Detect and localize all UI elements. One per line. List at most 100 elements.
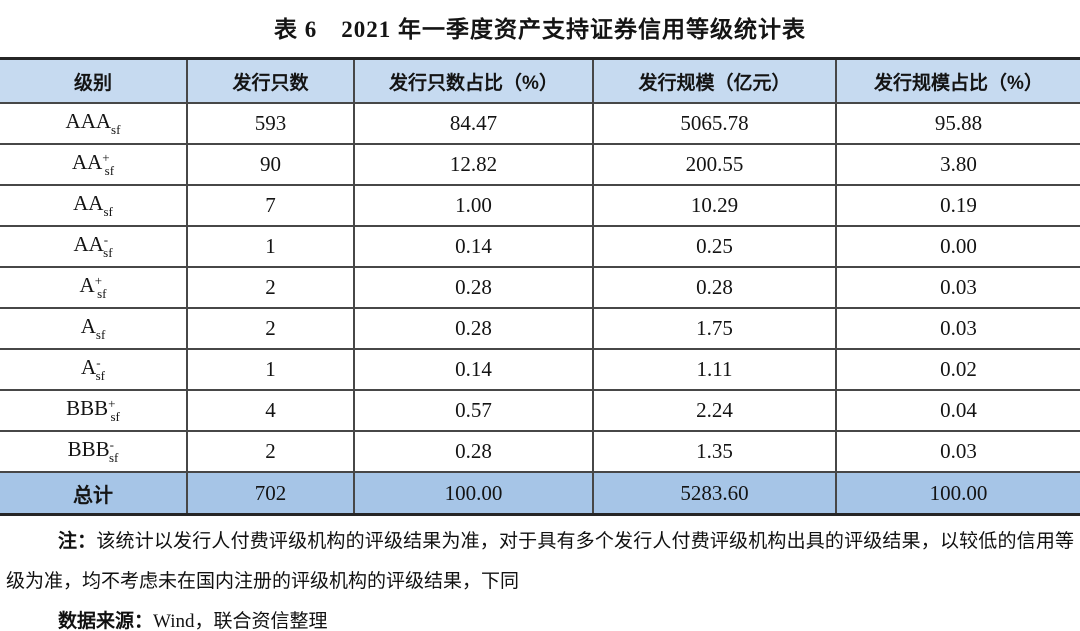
- scale-cell: 2.24: [592, 389, 837, 432]
- scale-pct-cell: 0.19: [835, 184, 1080, 227]
- table-row: BBB-sf 2 0.28 1.35 0.03: [0, 430, 1080, 473]
- scale-cell: 10.29: [592, 184, 837, 227]
- table-row: Asf 2 0.28 1.75 0.03: [0, 307, 1080, 350]
- rating-base: BBB: [66, 396, 109, 420]
- count-pct-cell: 1.00: [353, 184, 594, 227]
- header-row: 级别 发行只数 发行只数占比（%） 发行规模（亿元） 发行规模占比（%）: [0, 57, 1080, 104]
- source-label: 数据来源：: [58, 611, 154, 631]
- note-paragraph: 注：该统计以发行人付费评级机构的评级结果为准，对于具有多个发行人付费评级机构出具…: [6, 522, 1074, 602]
- rating-subscript: sf: [108, 450, 119, 465]
- total-count-pct-cell: 100.00: [353, 471, 594, 516]
- count-cell: 7: [186, 184, 355, 227]
- col-header-level: 级别: [0, 57, 188, 104]
- rating-base: A: [80, 314, 96, 338]
- level-cell: Asf: [0, 307, 188, 350]
- table-row: AA-sf 1 0.14 0.25 0.00: [0, 225, 1080, 268]
- col-header-count-pct: 发行只数占比（%）: [353, 57, 594, 104]
- rating-label: AAAsf: [65, 109, 121, 137]
- table-row: BBB+sf 4 0.57 2.24 0.04: [0, 389, 1080, 432]
- count-cell: 90: [186, 143, 355, 186]
- scale-cell: 0.28: [592, 266, 837, 309]
- scale-pct-cell: 95.88: [835, 102, 1080, 145]
- rating-stats-table: 级别 发行只数 发行只数占比（%） 发行规模（亿元） 发行规模占比（%） AAA…: [0, 57, 1080, 516]
- level-cell: A+sf: [0, 266, 188, 309]
- total-scale-pct-cell: 100.00: [835, 471, 1080, 516]
- scale-pct-cell: 3.80: [835, 143, 1080, 186]
- rating-superscript: -: [109, 437, 114, 452]
- rating-subscript: sf: [97, 286, 107, 301]
- scale-pct-cell: 0.04: [835, 389, 1080, 432]
- scale-cell: 1.11: [592, 348, 837, 391]
- scale-pct-cell: 0.02: [835, 348, 1080, 391]
- level-cell: AA-sf: [0, 225, 188, 268]
- count-pct-cell: 0.28: [353, 430, 594, 473]
- table-row: AA+sf 90 12.82 200.55 3.80: [0, 143, 1080, 186]
- level-cell: AA+sf: [0, 143, 188, 186]
- table-row: A+sf 2 0.28 0.28 0.03: [0, 266, 1080, 309]
- level-cell: A-sf: [0, 348, 188, 391]
- rating-label: AA-sf: [73, 232, 112, 260]
- col-header-count: 发行只数: [186, 57, 355, 104]
- note-label: 注：: [58, 531, 97, 552]
- rating-subscript: sf: [104, 163, 115, 178]
- total-scale-cell: 5283.60: [592, 471, 837, 516]
- rating-label: Asf: [80, 314, 106, 342]
- scale-cell: 1.35: [592, 430, 837, 473]
- count-cell: 1: [186, 348, 355, 391]
- table-row: AAsf 7 1.00 10.29 0.19: [0, 184, 1080, 227]
- table-notes: 注：该统计以发行人付费评级机构的评级结果为准，对于具有多个发行人付费评级机构出具…: [6, 522, 1074, 631]
- count-pct-cell: 0.28: [353, 266, 594, 309]
- rating-label: AA+sf: [71, 150, 114, 178]
- rating-label: BBB+sf: [66, 396, 120, 424]
- table-row: A-sf 1 0.14 1.11 0.02: [0, 348, 1080, 391]
- table-body: AAAsf 593 84.47 5065.78 95.88 AA+sf 90 12.82 200…: [0, 102, 1080, 473]
- count-pct-cell: 12.82: [353, 143, 594, 186]
- col-header-scale-pct: 发行规模占比（%）: [835, 57, 1080, 104]
- source-text: Wind，联合资信整理: [153, 611, 328, 631]
- count-cell: 1: [186, 225, 355, 268]
- scale-cell: 1.75: [592, 307, 837, 350]
- level-cell: BBB+sf: [0, 389, 188, 432]
- rating-superscript: -: [96, 355, 101, 370]
- scale-cell: 5065.78: [592, 102, 837, 145]
- count-pct-cell: 0.57: [353, 389, 594, 432]
- count-pct-cell: 0.28: [353, 307, 594, 350]
- rating-base: AA: [73, 232, 104, 256]
- scale-cell: 200.55: [592, 143, 837, 186]
- source-paragraph: 数据来源：Wind，联合资信整理: [6, 602, 1074, 631]
- scale-cell: 0.25: [592, 225, 837, 268]
- rating-base: AA: [71, 150, 103, 174]
- scale-pct-cell: 0.03: [835, 266, 1080, 309]
- rating-label: BBB-sf: [67, 437, 119, 465]
- rating-base: BBB: [67, 437, 110, 461]
- rating-superscript: -: [103, 232, 109, 247]
- count-cell: 2: [186, 266, 355, 309]
- level-cell: AAsf: [0, 184, 188, 227]
- rating-base: A: [81, 355, 97, 379]
- rating-base: AA: [73, 191, 104, 215]
- note-text: 该统计以发行人付费评级机构的评级结果为准，对于具有多个发行人付费评级机构出具的评…: [6, 531, 1074, 592]
- rating-superscript: +: [102, 150, 110, 165]
- count-cell: 4: [186, 389, 355, 432]
- rating-subscript: sf: [95, 327, 106, 342]
- rating-subscript: sf: [103, 245, 113, 260]
- table-row: AAAsf 593 84.47 5065.78 95.88: [0, 102, 1080, 145]
- table-title: 表 6 2021 年一季度资产支持证券信用等级统计表: [274, 17, 806, 42]
- rating-subscript: sf: [95, 368, 105, 383]
- document-page: 表 6 2021 年一季度资产支持证券信用等级统计表 级别 发行只数 发行只数占…: [0, 10, 1080, 631]
- rating-base: A: [79, 273, 95, 297]
- scale-pct-cell: 0.00: [835, 225, 1080, 268]
- rating-superscript: +: [94, 273, 103, 288]
- rating-label: A-sf: [81, 355, 105, 383]
- rating-subscript: sf: [110, 409, 120, 424]
- rating-label: A+sf: [79, 273, 107, 301]
- count-cell: 2: [186, 307, 355, 350]
- count-pct-cell: 0.14: [353, 225, 594, 268]
- total-count-cell: 702: [186, 471, 355, 516]
- level-cell: BBB-sf: [0, 430, 188, 473]
- count-pct-cell: 84.47: [353, 102, 594, 145]
- rating-subscript: sf: [103, 204, 113, 219]
- count-cell: 2: [186, 430, 355, 473]
- rating-base: AAA: [65, 109, 112, 133]
- level-cell: AAAsf: [0, 102, 188, 145]
